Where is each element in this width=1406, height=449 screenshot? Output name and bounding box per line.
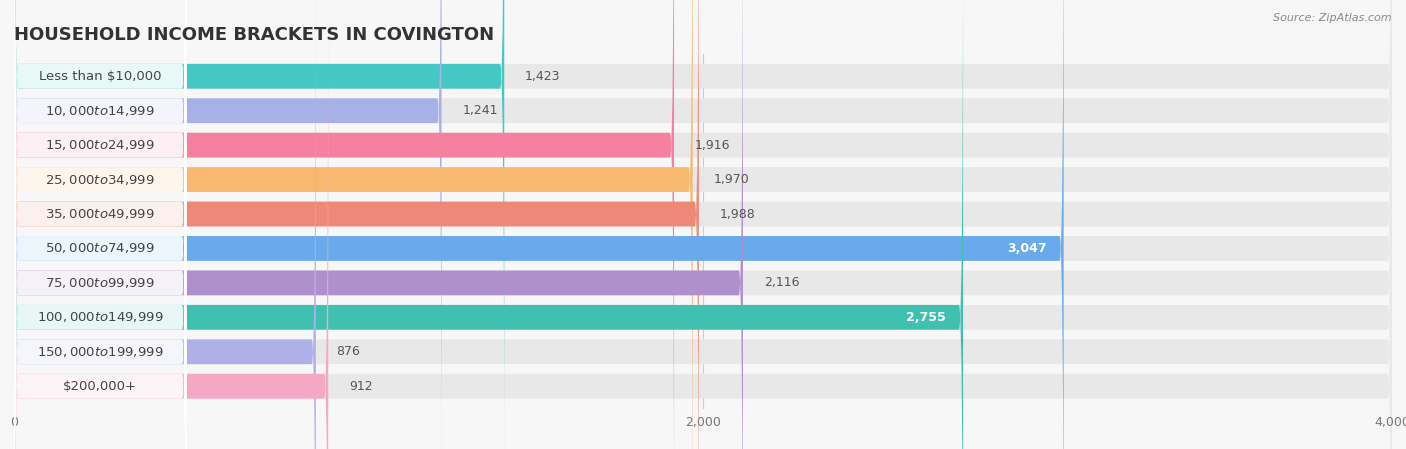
Text: 1,423: 1,423 [524,70,561,83]
Text: $35,000 to $49,999: $35,000 to $49,999 [45,207,155,221]
FancyBboxPatch shape [14,0,1392,449]
Text: 1,988: 1,988 [720,207,755,220]
FancyBboxPatch shape [14,0,963,449]
FancyBboxPatch shape [14,0,1064,449]
FancyBboxPatch shape [14,0,1392,449]
FancyBboxPatch shape [14,0,186,449]
Text: $15,000 to $24,999: $15,000 to $24,999 [45,138,155,152]
FancyBboxPatch shape [14,0,186,449]
Text: HOUSEHOLD INCOME BRACKETS IN COVINGTON: HOUSEHOLD INCOME BRACKETS IN COVINGTON [14,26,494,44]
Text: 1,970: 1,970 [713,173,749,186]
FancyBboxPatch shape [14,0,1392,449]
Text: $100,000 to $149,999: $100,000 to $149,999 [37,310,163,324]
Text: 1,916: 1,916 [695,139,730,152]
Text: 876: 876 [336,345,360,358]
FancyBboxPatch shape [14,0,328,449]
Text: $150,000 to $199,999: $150,000 to $199,999 [37,345,163,359]
FancyBboxPatch shape [14,0,673,449]
FancyBboxPatch shape [14,0,1392,449]
Text: Less than $10,000: Less than $10,000 [39,70,162,83]
Text: 2,116: 2,116 [763,277,799,290]
Text: Source: ZipAtlas.com: Source: ZipAtlas.com [1274,13,1392,23]
Text: $10,000 to $14,999: $10,000 to $14,999 [45,104,155,118]
Text: 1,241: 1,241 [463,104,498,117]
FancyBboxPatch shape [14,0,1392,449]
FancyBboxPatch shape [14,0,699,449]
FancyBboxPatch shape [14,0,186,449]
Text: $200,000+: $200,000+ [63,380,138,393]
Text: 2,755: 2,755 [905,311,946,324]
FancyBboxPatch shape [14,0,186,449]
Text: $50,000 to $74,999: $50,000 to $74,999 [45,242,155,255]
FancyBboxPatch shape [14,0,1392,449]
FancyBboxPatch shape [14,0,186,449]
FancyBboxPatch shape [14,0,316,449]
Text: 912: 912 [349,380,373,393]
FancyBboxPatch shape [14,0,186,449]
FancyBboxPatch shape [14,0,1392,449]
FancyBboxPatch shape [14,0,505,449]
FancyBboxPatch shape [14,0,742,449]
FancyBboxPatch shape [14,0,441,449]
FancyBboxPatch shape [14,0,693,449]
Text: $25,000 to $34,999: $25,000 to $34,999 [45,172,155,187]
Text: 3,047: 3,047 [1007,242,1046,255]
FancyBboxPatch shape [14,0,1392,449]
FancyBboxPatch shape [14,0,1392,449]
FancyBboxPatch shape [14,0,186,449]
FancyBboxPatch shape [14,0,186,449]
FancyBboxPatch shape [14,0,186,449]
FancyBboxPatch shape [14,0,186,449]
FancyBboxPatch shape [14,0,1392,449]
Text: $75,000 to $99,999: $75,000 to $99,999 [45,276,155,290]
